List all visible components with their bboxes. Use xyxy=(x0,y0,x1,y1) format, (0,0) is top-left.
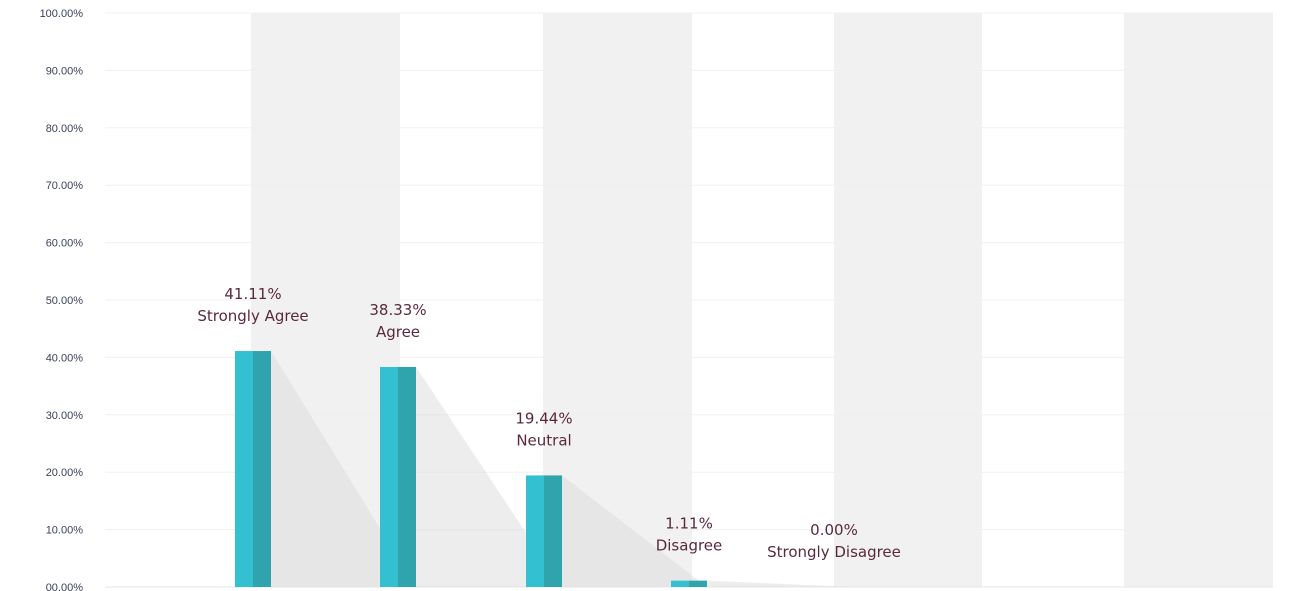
y-tick-label: 60.00% xyxy=(46,238,84,250)
bar-shadow xyxy=(416,366,562,587)
y-tick-label: 70.00% xyxy=(46,180,84,192)
y-tick-label: 10.00% xyxy=(46,525,84,537)
data-label-value: 38.33% xyxy=(369,301,426,319)
bar-right-face xyxy=(253,351,271,587)
bar-left-face xyxy=(235,351,253,587)
y-axis: 00.00% 10.00% 20.00% 30.00% 40.00% 50.00% 60.0… xyxy=(40,8,84,591)
data-labels: 41.11% Strongly Agree 38.33% Agree 19.44% Neu… xyxy=(197,285,901,561)
bar-neutral xyxy=(526,475,562,587)
bar-left-face xyxy=(526,475,544,587)
bar-shadow xyxy=(707,580,852,587)
data-label-value: 0.00% xyxy=(810,521,858,539)
bar-right-face xyxy=(398,366,416,587)
bars xyxy=(235,351,707,587)
bar-left-face xyxy=(671,580,689,587)
data-label-category: Disagree xyxy=(656,537,723,555)
bar-disagree xyxy=(671,580,707,587)
data-label-value: 41.11% xyxy=(224,285,281,303)
bar-shadow xyxy=(271,351,416,587)
data-label-category: Strongly Disagree xyxy=(767,543,901,561)
bar-agree xyxy=(380,366,416,587)
y-tick-label: 00.00% xyxy=(46,582,84,591)
data-label-category: Neutral xyxy=(516,431,571,449)
bar-left-face xyxy=(380,366,398,587)
data-label-value: 19.44% xyxy=(515,409,572,427)
y-tick-label: 30.00% xyxy=(46,410,84,422)
y-tick-label: 100.00% xyxy=(40,8,84,20)
bar-right-face xyxy=(689,580,707,587)
y-tick-label: 40.00% xyxy=(46,352,84,364)
data-label-category: Strongly Agree xyxy=(197,307,308,325)
y-tick-label: 80.00% xyxy=(46,123,84,135)
bar-shadows xyxy=(271,351,852,587)
bar-shadow xyxy=(562,475,707,587)
y-tick-label: 90.00% xyxy=(46,65,84,77)
bar-strongly-agree xyxy=(235,351,271,587)
y-tick-label: 50.00% xyxy=(46,295,84,307)
y-tick-label: 20.00% xyxy=(46,467,84,479)
bar-right-face xyxy=(544,475,562,587)
data-label-value: 1.11% xyxy=(665,515,713,533)
data-label-category: Agree xyxy=(376,323,420,341)
